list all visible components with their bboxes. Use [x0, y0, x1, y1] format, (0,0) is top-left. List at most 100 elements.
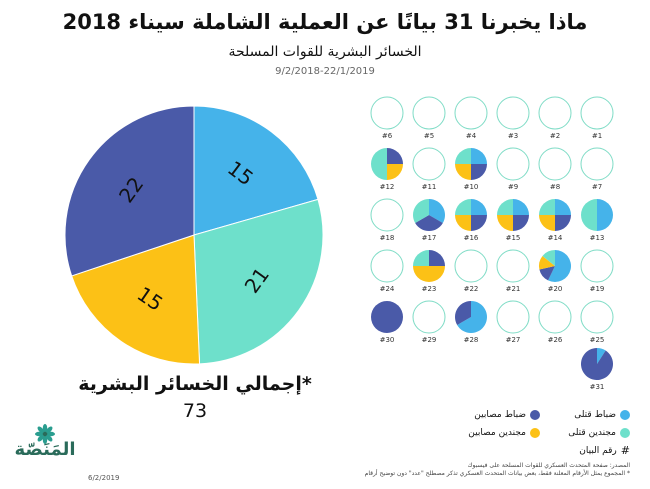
legend-conscript-killed: مجندين قتلى [568, 428, 630, 438]
statement-pie-slice [497, 199, 513, 215]
statement-pie: #23 [413, 250, 445, 293]
statement-number-label: #19 [590, 285, 605, 293]
statement-pie: #14 [539, 199, 571, 242]
statement-pie: #11 [412, 147, 446, 191]
legend-swatch [530, 428, 540, 438]
statement-pie: #10 [455, 148, 487, 191]
statement-pie: #20 [539, 250, 572, 293]
statement-pie-slice [457, 301, 487, 333]
statement-pie-slice [555, 199, 571, 215]
statement-pie-empty [580, 147, 614, 181]
statement-pie-slice [454, 301, 471, 325]
statement-number-label: #11 [422, 183, 437, 191]
statement-pie-slice [387, 148, 403, 164]
statement-number-label: #7 [592, 183, 602, 191]
date-range: 9/2/2018-22/1/2019 [275, 66, 375, 77]
statement-pie: #16 [455, 199, 487, 242]
statement-pie: #4 [454, 96, 488, 140]
statement-pie-slice [455, 215, 471, 231]
legend-officer-killed: ضباط قتلى [574, 410, 630, 420]
statement-pie: #30 [371, 301, 403, 344]
statement-pie-slice [471, 148, 487, 164]
statement-pie-empty [454, 249, 488, 283]
statement-pie: #28 [454, 301, 487, 344]
statement-pie-empty [496, 300, 530, 334]
statement-pie-slice [471, 164, 487, 180]
statement-number-label: #8 [550, 183, 560, 191]
statement-pie-empty [454, 96, 488, 130]
statement-pie-slice [581, 348, 614, 381]
statement-pie: #1 [580, 96, 614, 140]
statement-pie-empty [412, 96, 446, 130]
statement-number-label: #16 [464, 234, 479, 242]
statement-pie: #5 [412, 96, 446, 140]
statement-pie-slice [513, 199, 529, 215]
legend-statement-number: # رقم البيان [579, 444, 630, 457]
publish-date: 6/2/2019 [88, 474, 120, 482]
statement-pie-slice [539, 256, 555, 270]
source-note: المصدر: صفحة المتحدث العسكري للقوات المس… [330, 462, 630, 478]
statement-pie: #13 [581, 199, 613, 242]
statement-number-label: #23 [422, 285, 437, 293]
statement-pie: #31 [581, 348, 614, 391]
statement-pie: #22 [454, 249, 488, 293]
statement-number-label: #25 [590, 336, 605, 344]
legend-label: مجندين مصابين [468, 428, 526, 438]
statement-number-label: #18 [380, 234, 395, 242]
statement-number-label: #24 [380, 285, 395, 293]
statement-pie-empty [370, 198, 404, 232]
statement-number-label: #15 [506, 234, 521, 242]
page-title: ماذا يخبرنا 31 بيانًا عن العملية الشاملة… [62, 10, 588, 34]
statement-number-label: #21 [506, 285, 521, 293]
statement-number-label: #4 [466, 132, 477, 140]
statement-pie: #15 [497, 199, 529, 242]
statement-pie: #17 [412, 199, 446, 242]
statement-pie-empty [538, 147, 572, 181]
statement-number-label: #29 [422, 336, 437, 344]
statement-pie-slice [497, 215, 513, 231]
statement-pie-empty [370, 96, 404, 130]
statement-pie-empty [412, 147, 446, 181]
legend-swatch [530, 410, 540, 420]
statement-pie-slice [412, 199, 429, 223]
statement-pie-slice [581, 199, 597, 231]
statement-pie-slice [555, 215, 571, 231]
statement-number-label: #6 [382, 132, 393, 140]
statement-number-label: #30 [380, 336, 395, 344]
statement-pie-slice [548, 250, 572, 282]
statement-number-label: #10 [464, 183, 479, 191]
brand-logo-icon [35, 424, 55, 444]
statement-pie-empty [412, 300, 446, 334]
legend-swatch [620, 428, 630, 438]
brand-name: المَنَصّة [14, 439, 76, 460]
statement-pie: #26 [538, 300, 572, 344]
statement-pie-slice [415, 215, 443, 232]
statement-pie-slice [597, 199, 613, 231]
statement-pie-slice [539, 199, 555, 215]
statement-pie-slice [455, 148, 471, 164]
statement-pie: #27 [496, 300, 530, 344]
statement-number-label: #3 [508, 132, 518, 140]
statement-pie-slice [387, 164, 403, 180]
statement-pie-empty [496, 96, 530, 130]
statement-number-label: #5 [424, 132, 434, 140]
statement-number-label: #2 [550, 132, 560, 140]
statement-pie-empty [370, 249, 404, 283]
legend-label: رقم البيان [579, 445, 617, 456]
statement-number-label: #14 [548, 234, 563, 242]
statement-pie: #2 [538, 96, 572, 140]
statement-pie: #7 [580, 147, 614, 191]
statement-pie-empty [538, 300, 572, 334]
statement-pie-slice [539, 215, 555, 231]
statement-number-label: #13 [590, 234, 605, 242]
statement-pie: #12 [371, 148, 403, 191]
statement-pie-empty [580, 96, 614, 130]
statement-pie: #25 [580, 300, 614, 344]
statement-pie-empty [496, 249, 530, 283]
statement-pie-slice [371, 301, 403, 333]
total-value: 73 [182, 400, 208, 422]
statement-pie: #3 [496, 96, 530, 140]
statement-number-label: #26 [548, 336, 563, 344]
statement-pie: #24 [370, 249, 404, 293]
